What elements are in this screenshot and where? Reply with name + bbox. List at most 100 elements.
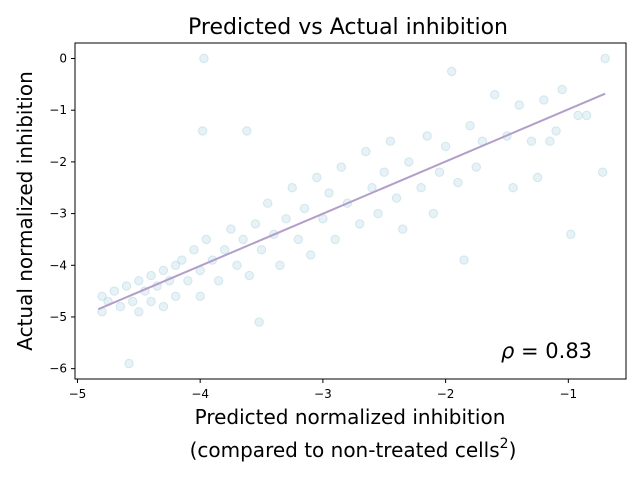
data-point <box>385 136 396 146</box>
data-point <box>600 53 610 64</box>
data-point <box>275 260 285 270</box>
data-point <box>158 265 169 276</box>
data-point <box>134 307 144 317</box>
data-point <box>195 291 205 301</box>
data-point <box>582 110 592 121</box>
rho-value: = 0.83 <box>514 339 592 363</box>
data-point <box>526 136 537 146</box>
data-point <box>566 229 576 240</box>
x-axis-label-close: ) <box>509 438 517 462</box>
x-axis-label-line2-main: (compared to non-treated cells <box>190 438 500 462</box>
chart-title: Predicted vs Actual inhibition <box>188 15 508 40</box>
data-point <box>244 270 255 281</box>
data-point <box>305 250 316 260</box>
data-point <box>256 245 267 255</box>
x-tick-label: −3 <box>314 387 332 401</box>
x-tick-label: −4 <box>191 387 209 401</box>
data-point <box>557 84 567 95</box>
plot-frame <box>74 42 627 380</box>
data-point <box>242 126 252 136</box>
data-point <box>238 234 248 245</box>
x-tick-label: −5 <box>69 387 87 401</box>
data-point <box>459 255 469 265</box>
data-point <box>183 276 193 286</box>
data-point <box>197 126 208 136</box>
data-point <box>293 234 303 245</box>
data-point <box>121 281 132 291</box>
data-point <box>514 100 524 110</box>
data-point <box>465 121 475 131</box>
data-point <box>158 301 169 312</box>
data-point <box>440 141 451 152</box>
data-point <box>532 172 543 183</box>
y-tick-label: −1 <box>49 103 67 117</box>
y-tick-label: −4 <box>49 258 67 272</box>
data-point <box>226 224 236 234</box>
correlation-annotation: ρ = 0.83 <box>501 339 592 363</box>
y-tick-label: 0 <box>59 52 67 66</box>
data-point <box>324 188 334 198</box>
data-point <box>170 260 181 270</box>
data-point <box>232 260 242 270</box>
data-point <box>213 276 224 286</box>
rho-symbol: ρ <box>501 339 515 363</box>
x-axis: −5 −4 −3 −2 −1 <box>69 379 577 401</box>
data-point <box>170 291 181 301</box>
data-point <box>189 245 199 255</box>
data-point <box>428 208 438 219</box>
data-point <box>598 167 608 177</box>
data-point <box>508 183 518 193</box>
y-tick-label: −3 <box>49 207 67 221</box>
data-point <box>355 219 365 229</box>
data-point <box>220 245 230 255</box>
data-point <box>201 234 212 245</box>
y-axis-label: Actual normalized inhibition <box>13 71 37 351</box>
x-axis-label: Predicted normalized inhibition <box>195 405 506 429</box>
data-point <box>379 167 389 177</box>
x-tick-label: −1 <box>559 387 577 401</box>
data-point <box>373 208 383 219</box>
data-point <box>447 66 457 77</box>
data-point <box>134 276 144 286</box>
data-point <box>434 167 445 177</box>
points-layer <box>97 53 610 369</box>
data-point <box>336 162 346 172</box>
data-point <box>115 301 126 312</box>
y-tick-label: −6 <box>49 362 67 376</box>
y-tick-label: −2 <box>49 155 67 169</box>
data-point <box>281 214 291 224</box>
data-point <box>109 286 120 296</box>
data-point <box>398 224 408 234</box>
x-axis-label-superscript: 2 <box>500 436 509 452</box>
data-point <box>312 172 322 183</box>
x-axis-label-line2: (compared to non-treated cells2) <box>190 436 517 462</box>
data-point <box>250 219 261 229</box>
y-axis: 0 −1 −2 −3 −4 −5 −6 <box>49 52 75 376</box>
data-point <box>539 95 549 105</box>
data-point <box>361 146 371 157</box>
data-point <box>146 270 156 281</box>
data-point <box>128 296 138 307</box>
data-point <box>287 183 297 193</box>
data-point <box>573 110 583 121</box>
fit-line <box>97 92 606 311</box>
data-point <box>422 131 432 141</box>
data-point <box>551 126 561 136</box>
data-point <box>391 193 402 203</box>
data-point <box>471 162 481 172</box>
data-point <box>199 53 209 64</box>
data-point <box>453 177 463 188</box>
x-tick-label: −2 <box>437 387 455 401</box>
y-tick-label: −5 <box>49 310 67 324</box>
data-point <box>490 90 500 100</box>
data-point <box>545 136 555 146</box>
data-point <box>263 198 273 208</box>
data-point <box>330 234 340 245</box>
data-point <box>299 203 310 214</box>
data-point <box>416 183 426 193</box>
data-point <box>146 296 156 307</box>
data-point <box>254 317 264 327</box>
data-point <box>404 157 414 167</box>
data-point <box>177 255 187 265</box>
